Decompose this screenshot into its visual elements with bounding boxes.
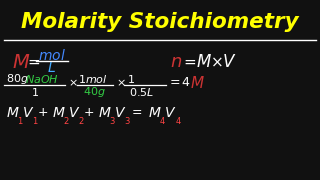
Text: $\mathit{mol}$: $\mathit{mol}$ <box>38 48 66 64</box>
Text: =: = <box>27 55 40 69</box>
Text: =: = <box>183 55 196 69</box>
Text: $\mathit{M}$: $\mathit{M}$ <box>148 106 162 120</box>
Text: $\mathit{NaOH}$: $\mathit{NaOH}$ <box>25 73 59 85</box>
Text: $\mathit{0.5L}$: $\mathit{0.5L}$ <box>129 86 154 98</box>
Text: $\mathit{V}$: $\mathit{V}$ <box>68 106 80 120</box>
Text: $\mathit{1mol}$: $\mathit{1mol}$ <box>78 73 108 85</box>
Text: $\mathit{V}$: $\mathit{V}$ <box>222 53 236 71</box>
Text: $\mathit{4}$: $\mathit{4}$ <box>175 114 182 125</box>
Text: +: + <box>38 107 49 120</box>
Text: Molarity Stoichiometry: Molarity Stoichiometry <box>21 12 299 32</box>
Text: $\mathit{4}$: $\mathit{4}$ <box>159 114 166 125</box>
Text: $\mathit{M}$: $\mathit{M}$ <box>98 106 112 120</box>
Text: $\times$: $\times$ <box>68 78 78 88</box>
Text: $\mathit{2}$: $\mathit{2}$ <box>63 114 69 125</box>
Text: $\mathit{M}$: $\mathit{M}$ <box>12 53 30 71</box>
Text: $\mathit{1}$: $\mathit{1}$ <box>32 114 38 125</box>
Text: =: = <box>170 76 180 89</box>
Text: $\mathit{M}$: $\mathit{M}$ <box>196 53 212 71</box>
Text: $\mathit{V}$: $\mathit{V}$ <box>164 106 176 120</box>
Text: $\mathit{40g}$: $\mathit{40g}$ <box>83 85 106 99</box>
Text: =: = <box>132 107 142 120</box>
Text: $\mathit{1}$: $\mathit{1}$ <box>31 86 39 98</box>
Text: $\times$: $\times$ <box>116 78 126 88</box>
Text: $\mathit{3}$: $\mathit{3}$ <box>109 114 116 125</box>
Text: $\mathit{n}$: $\mathit{n}$ <box>170 53 182 71</box>
Text: $\mathit{4}$: $\mathit{4}$ <box>181 76 190 89</box>
Text: $\mathit{M}$: $\mathit{M}$ <box>52 106 66 120</box>
Text: $\mathit{V}$: $\mathit{V}$ <box>22 106 34 120</box>
Text: $\mathit{1}$: $\mathit{1}$ <box>17 114 23 125</box>
Text: $\mathit{M}$: $\mathit{M}$ <box>6 106 20 120</box>
Text: $\mathit{1}$: $\mathit{1}$ <box>127 73 135 85</box>
Text: +: + <box>84 107 94 120</box>
Text: $\mathit{3}$: $\mathit{3}$ <box>124 114 131 125</box>
Text: $\mathit{2}$: $\mathit{2}$ <box>78 114 84 125</box>
Text: $\times$: $\times$ <box>210 55 223 69</box>
Text: $\mathit{80g}$: $\mathit{80g}$ <box>6 72 29 86</box>
Text: $\mathit{L}$: $\mathit{L}$ <box>47 61 56 75</box>
Text: $\mathit{M}$: $\mathit{M}$ <box>190 75 205 91</box>
Text: $\mathit{V}$: $\mathit{V}$ <box>114 106 126 120</box>
